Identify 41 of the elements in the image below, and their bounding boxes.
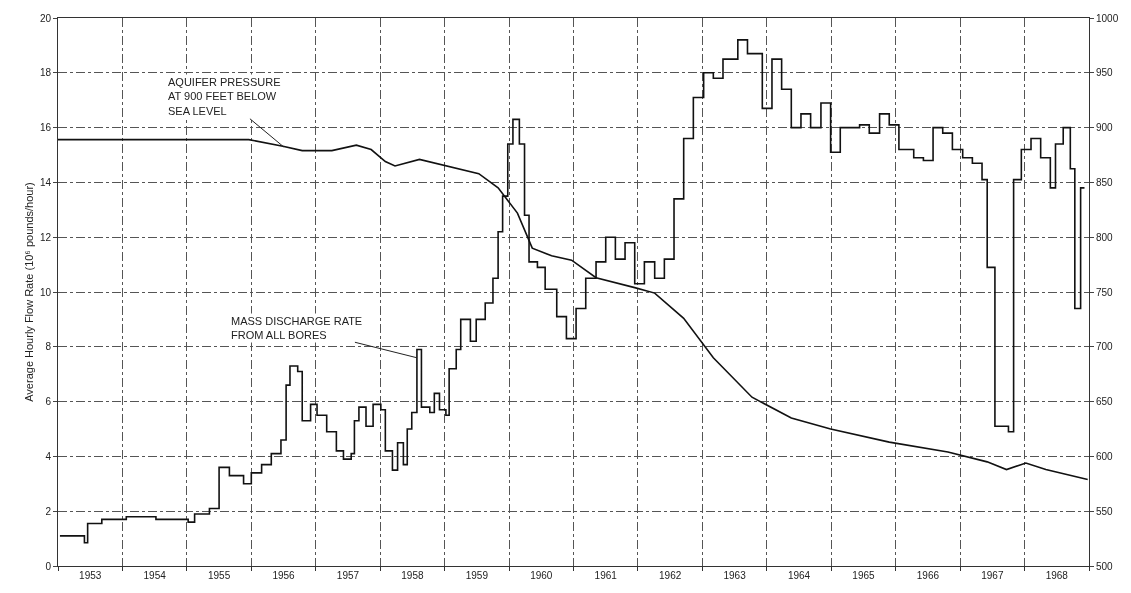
y-axis-title: Average Hourly Flow Rate (10⁶ pounds/hour) (22, 182, 35, 402)
y-tick-label: 20 (39, 12, 52, 24)
x-tick-label: 1959 (465, 570, 489, 581)
y-tick-label: 16 (39, 122, 52, 134)
y-tick-label: 12 (39, 231, 52, 243)
x-tick-label: 1965 (852, 570, 876, 581)
y2-tick-label: 750 (1096, 286, 1114, 298)
y-tick-label: 0 (45, 560, 52, 572)
annotation: AQUIFER PRESSURE AT 900 FEET BELOW SEA LEVEL (168, 76, 281, 117)
x-tick-label: 1964 (787, 570, 811, 581)
y-tick-label: 10 (39, 286, 52, 298)
y2-tick-label: 700 (1096, 341, 1114, 353)
y-tick-label: 2 (45, 505, 52, 517)
x-tick-label: 1957 (336, 570, 360, 581)
x-tick-label: 1968 (1045, 570, 1069, 581)
x-tick-label: 1953 (79, 570, 102, 581)
x-tick-label: 1958 (401, 570, 424, 581)
y2-tick-label: 850 (1096, 176, 1114, 188)
y2-tick-label: 550 (1096, 505, 1114, 517)
x-tick-label: 1961 (594, 570, 618, 581)
y-tick-label: 4 (45, 450, 52, 462)
x-tick-label: 1954 (143, 570, 167, 581)
x-tick-label: 1963 (723, 570, 747, 581)
y-tick-label: 14 (39, 176, 52, 188)
x-tick-label: 1956 (272, 570, 296, 581)
y2-tick-label: 800 (1096, 231, 1114, 243)
x-tick-label: 1955 (207, 570, 231, 581)
x-tick-label: 1967 (981, 570, 1004, 581)
x-tick-label: 1962 (659, 570, 682, 581)
y-tick-label: 8 (45, 341, 52, 353)
y2-tick-label: 600 (1096, 450, 1114, 462)
x-tick-label: 1960 (530, 570, 553, 581)
y2-tick-label: 1000 (1096, 12, 1119, 24)
annotation: MASS DISCHARGE RATE FROM ALL BORES (231, 315, 363, 342)
y2-tick-label: 900 (1096, 122, 1114, 134)
y2-tick-label: 950 (1096, 67, 1114, 79)
y2-tick-label: 500 (1096, 560, 1114, 572)
y-tick-label: 6 (45, 396, 52, 408)
y2-tick-label: 650 (1096, 396, 1114, 408)
y-tick-label: 18 (39, 67, 52, 79)
x-tick-label: 1966 (916, 570, 940, 581)
